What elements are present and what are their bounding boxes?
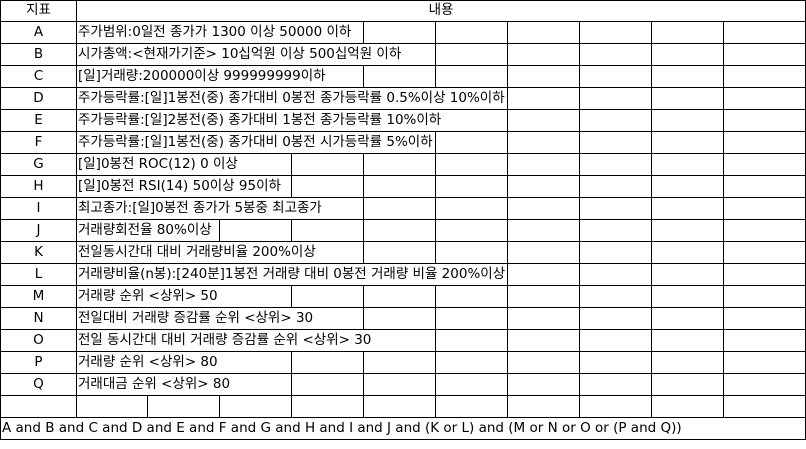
- row-line: [0, 439, 806, 440]
- header-indicator: 지표: [26, 2, 51, 18]
- condition-cell: 거래량회전율 80%이상: [78, 220, 214, 241]
- row-line: [0, 373, 806, 374]
- col-line: [723, 21, 724, 417]
- indicator-cell: B: [33, 46, 44, 62]
- col-line: [291, 21, 292, 417]
- condition-cell: 거래량 순위 <상위> 80: [78, 352, 220, 373]
- row-line: [0, 197, 806, 198]
- condition-cell: 거래대금 순위 <상위> 80: [78, 374, 233, 395]
- indicator-cell: D: [33, 90, 44, 106]
- condition-cell: 주가범위:0일전 종가가 1300 이상 50000 이하: [78, 22, 354, 43]
- condition-cell: 주가등락률:[일]1봉전(중) 종가대비 0봉전 종가등락률 0.5%이상 10…: [78, 88, 507, 109]
- col-line: [147, 21, 148, 417]
- col-line: [507, 21, 508, 417]
- indicator-cell: M: [32, 288, 45, 304]
- row-line: [0, 43, 806, 44]
- col-line: [363, 21, 364, 417]
- indicator-cell: L: [34, 266, 43, 282]
- formula-cell: A and B and C and D and E and F and G an…: [2, 418, 684, 439]
- row-line: [0, 351, 806, 352]
- row-line: [0, 307, 806, 308]
- indicator-cell: A: [33, 24, 44, 40]
- indicator-cell: I: [36, 200, 41, 216]
- indicator-cell: Q: [33, 376, 44, 392]
- condition-cell: 주가등락률:[일]2봉전(중) 종가대비 1봉전 종가등락률 10%이하: [78, 110, 444, 131]
- condition-cell: 거래량 순위 <상위> 50: [78, 286, 220, 307]
- row-line: [0, 417, 806, 418]
- row-line: [0, 87, 806, 88]
- row-line: [0, 21, 806, 22]
- condition-cell: 시가총액:<현재가기준> 10십억원 이상 500십억원 이하: [78, 44, 404, 65]
- condition-cell: [일]거래량:200000이상 999999999이하: [78, 66, 328, 87]
- condition-cell: 주가등락률:[일]1봉전(중) 종가대비 0봉전 시가등락률 5%이하: [78, 132, 435, 153]
- row-line: [0, 263, 806, 264]
- row-line: [0, 241, 806, 242]
- row-line: [0, 285, 806, 286]
- condition-cell: 전일대비 거래량 증감률 순위 <상위> 30: [78, 308, 316, 329]
- indicator-cell: E: [34, 112, 43, 128]
- row-line: [0, 153, 806, 154]
- condition-cell: 최고종가:[일]0봉전 종가가 5봉중 최고종가: [78, 198, 324, 219]
- row-line: [0, 65, 806, 66]
- indicator-cell: J: [36, 222, 41, 238]
- indicator-cell: G: [33, 156, 44, 172]
- row-line: [0, 395, 806, 396]
- col-line: [76, 0, 77, 417]
- col-line: [219, 21, 220, 417]
- col-line: [579, 21, 580, 417]
- indicator-cell: P: [34, 354, 43, 370]
- condition-cell: [일]0봉전 RSI(14) 50이상 95이하: [78, 176, 283, 197]
- indicator-cell: F: [34, 134, 43, 150]
- col-line: [435, 21, 436, 417]
- indicator-cell: C: [33, 68, 44, 84]
- row-line: [0, 0, 806, 1]
- indicator-cell: H: [33, 178, 44, 194]
- condition-cell: 전일동시간대 대비 거래량비율 200%이상: [78, 242, 318, 263]
- row-line: [0, 219, 806, 220]
- indicator-cell: N: [33, 310, 44, 326]
- condition-cell: [일]0봉전 ROC(12) 0 이상: [78, 154, 240, 175]
- condition-cell: 거래량비율(n봉):[240분]1봉전 거래량 대비 0봉전 거래량 비율 20…: [78, 264, 508, 285]
- condition-cell: 전일 동시간대 대비 거래량 증감률 순위 <상위> 30: [78, 330, 374, 351]
- row-line: [0, 109, 806, 110]
- header-content: 내용: [428, 2, 454, 18]
- col-line: [0, 0, 1, 439]
- row-line: [0, 131, 806, 132]
- row-line: [0, 175, 806, 176]
- indicator-cell: O: [33, 332, 44, 348]
- row-line: [0, 329, 806, 330]
- col-line: [651, 21, 652, 417]
- indicator-cell: K: [34, 244, 43, 260]
